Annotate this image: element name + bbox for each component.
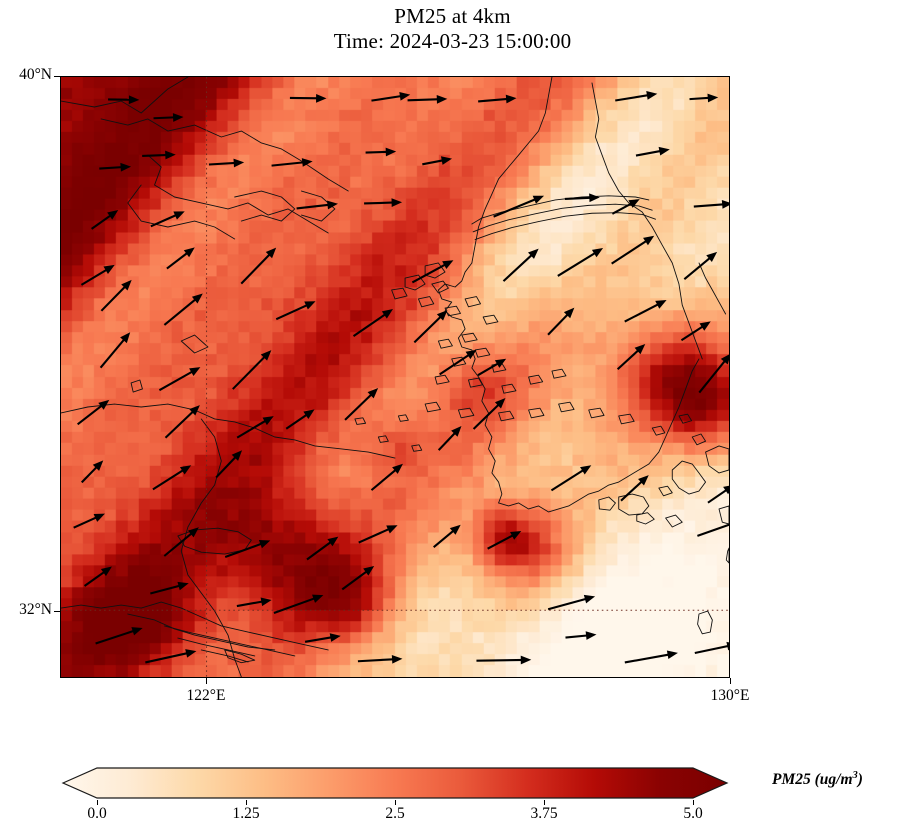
x-ticklabel-0: 122°E	[186, 687, 226, 704]
colorbar-body	[61, 767, 729, 799]
x-tickmark	[730, 678, 732, 684]
colorbar-ticklabel-4: 5.0	[683, 805, 703, 822]
colorbar-title: PM25 (ug/m3)	[772, 770, 863, 789]
y-tickmark	[54, 76, 60, 78]
colorbar-title-text: PM25 (ug/m	[772, 771, 853, 789]
x-tickmark	[206, 678, 208, 684]
colorbar-gradient	[61, 767, 729, 799]
colorbar-title-exponent: 3	[852, 770, 858, 781]
pm25-raster-layer	[61, 77, 729, 677]
colorbar-ticklabel-1: 1.25	[232, 805, 260, 822]
colorbar-ticklabel-0: 0.0	[87, 805, 107, 822]
y-ticklabel-1: 32°N	[19, 601, 52, 618]
colorbar[interactable]	[61, 766, 729, 800]
figure-title: PM25 at 4km Time: 2024-03-23 15:00:00	[0, 4, 905, 54]
colorbar-tickmark	[246, 800, 247, 805]
colorbar-tickmark	[395, 800, 396, 805]
title-line-time: Time: 2024-03-23 15:00:00	[333, 28, 572, 53]
y-ticklabel-0: 40°N	[19, 66, 52, 83]
colorbar-tickmark	[693, 800, 694, 805]
colorbar-tickmark	[97, 800, 98, 805]
x-ticklabel-1: 130°E	[710, 687, 750, 704]
y-tickmark	[54, 611, 60, 613]
map-plot-area[interactable]	[60, 76, 730, 678]
colorbar-title-tail: )	[857, 771, 863, 789]
title-line-variable: PM25 at 4km	[394, 4, 511, 28]
colorbar-tickmark	[544, 800, 545, 805]
colorbar-tick-layer: 0.0 1.25 2.5 3.75 5.0	[0, 800, 905, 830]
colorbar-ticklabel-3: 3.75	[530, 805, 558, 822]
colorbar-ticklabel-2: 2.5	[385, 805, 405, 822]
